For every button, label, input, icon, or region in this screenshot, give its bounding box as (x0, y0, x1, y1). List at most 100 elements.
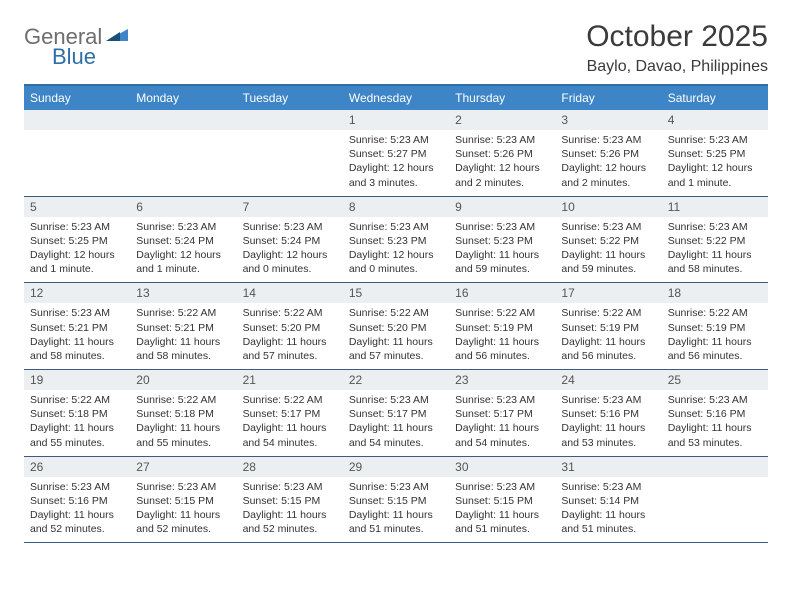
day-body: Sunrise: 5:23 AMSunset: 5:16 PMDaylight:… (662, 390, 768, 456)
day-number (237, 110, 343, 130)
day-number: 7 (237, 197, 343, 217)
calendar-page: GeneralBlue October 2025 Baylo, Davao, P… (0, 0, 792, 563)
day-7: 7Sunrise: 5:23 AMSunset: 5:24 PMDaylight… (237, 197, 343, 283)
day-2: 2Sunrise: 5:23 AMSunset: 5:26 PMDaylight… (449, 110, 555, 196)
day-body: Sunrise: 5:23 AMSunset: 5:25 PMDaylight:… (24, 217, 130, 283)
day-13: 13Sunrise: 5:22 AMSunset: 5:21 PMDayligh… (130, 283, 236, 369)
day-body (237, 130, 343, 139)
day-11: 11Sunrise: 5:23 AMSunset: 5:22 PMDayligh… (662, 197, 768, 283)
day-number: 19 (24, 370, 130, 390)
day-empty (24, 110, 130, 196)
day-number: 22 (343, 370, 449, 390)
day-number (662, 457, 768, 477)
day-empty (130, 110, 236, 196)
day-4: 4Sunrise: 5:23 AMSunset: 5:25 PMDaylight… (662, 110, 768, 196)
day-number: 24 (555, 370, 661, 390)
day-body (130, 130, 236, 139)
day-number: 8 (343, 197, 449, 217)
day-9: 9Sunrise: 5:23 AMSunset: 5:23 PMDaylight… (449, 197, 555, 283)
day-empty (237, 110, 343, 196)
day-26: 26Sunrise: 5:23 AMSunset: 5:16 PMDayligh… (24, 457, 130, 543)
day-number: 12 (24, 283, 130, 303)
day-19: 19Sunrise: 5:22 AMSunset: 5:18 PMDayligh… (24, 370, 130, 456)
day-number: 2 (449, 110, 555, 130)
day-number: 21 (237, 370, 343, 390)
day-number: 26 (24, 457, 130, 477)
week-row: 1Sunrise: 5:23 AMSunset: 5:27 PMDaylight… (24, 110, 768, 197)
day-body: Sunrise: 5:23 AMSunset: 5:14 PMDaylight:… (555, 477, 661, 543)
logo-text-blue: Blue (52, 44, 96, 69)
day-number: 30 (449, 457, 555, 477)
day-number: 31 (555, 457, 661, 477)
day-15: 15Sunrise: 5:22 AMSunset: 5:20 PMDayligh… (343, 283, 449, 369)
day-28: 28Sunrise: 5:23 AMSunset: 5:15 PMDayligh… (237, 457, 343, 543)
calendar: SundayMondayTuesdayWednesdayThursdayFrid… (24, 84, 768, 543)
day-number: 4 (662, 110, 768, 130)
day-12: 12Sunrise: 5:23 AMSunset: 5:21 PMDayligh… (24, 283, 130, 369)
day-27: 27Sunrise: 5:23 AMSunset: 5:15 PMDayligh… (130, 457, 236, 543)
day-number: 1 (343, 110, 449, 130)
day-body: Sunrise: 5:23 AMSunset: 5:24 PMDaylight:… (237, 217, 343, 283)
day-number: 5 (24, 197, 130, 217)
day-body: Sunrise: 5:22 AMSunset: 5:19 PMDaylight:… (449, 303, 555, 369)
logo-mark-icon (104, 27, 130, 48)
weekday-sunday: Sunday (24, 86, 130, 110)
month-title: October 2025 (586, 20, 768, 54)
day-body: Sunrise: 5:23 AMSunset: 5:17 PMDaylight:… (343, 390, 449, 456)
day-number: 16 (449, 283, 555, 303)
day-body: Sunrise: 5:22 AMSunset: 5:19 PMDaylight:… (555, 303, 661, 369)
day-number: 3 (555, 110, 661, 130)
weekday-thursday: Thursday (449, 86, 555, 110)
day-body: Sunrise: 5:22 AMSunset: 5:18 PMDaylight:… (130, 390, 236, 456)
day-3: 3Sunrise: 5:23 AMSunset: 5:26 PMDaylight… (555, 110, 661, 196)
weeks-container: 1Sunrise: 5:23 AMSunset: 5:27 PMDaylight… (24, 110, 768, 543)
day-17: 17Sunrise: 5:22 AMSunset: 5:19 PMDayligh… (555, 283, 661, 369)
weekday-row: SundayMondayTuesdayWednesdayThursdayFrid… (24, 86, 768, 110)
weekday-friday: Friday (555, 86, 661, 110)
day-number: 23 (449, 370, 555, 390)
day-25: 25Sunrise: 5:23 AMSunset: 5:16 PMDayligh… (662, 370, 768, 456)
weekday-tuesday: Tuesday (237, 86, 343, 110)
day-body: Sunrise: 5:22 AMSunset: 5:17 PMDaylight:… (237, 390, 343, 456)
day-body: Sunrise: 5:23 AMSunset: 5:23 PMDaylight:… (449, 217, 555, 283)
day-empty (662, 457, 768, 543)
day-number: 27 (130, 457, 236, 477)
day-body: Sunrise: 5:22 AMSunset: 5:21 PMDaylight:… (130, 303, 236, 369)
location: Baylo, Davao, Philippines (586, 58, 768, 76)
day-body: Sunrise: 5:23 AMSunset: 5:21 PMDaylight:… (24, 303, 130, 369)
day-22: 22Sunrise: 5:23 AMSunset: 5:17 PMDayligh… (343, 370, 449, 456)
day-body: Sunrise: 5:22 AMSunset: 5:19 PMDaylight:… (662, 303, 768, 369)
day-number: 28 (237, 457, 343, 477)
day-number: 14 (237, 283, 343, 303)
day-number: 13 (130, 283, 236, 303)
day-number: 10 (555, 197, 661, 217)
title-block: October 2025 Baylo, Davao, Philippines (586, 20, 768, 76)
day-body (662, 477, 768, 486)
week-row: 26Sunrise: 5:23 AMSunset: 5:16 PMDayligh… (24, 457, 768, 544)
day-14: 14Sunrise: 5:22 AMSunset: 5:20 PMDayligh… (237, 283, 343, 369)
day-number: 20 (130, 370, 236, 390)
day-24: 24Sunrise: 5:23 AMSunset: 5:16 PMDayligh… (555, 370, 661, 456)
day-body: Sunrise: 5:23 AMSunset: 5:22 PMDaylight:… (555, 217, 661, 283)
day-18: 18Sunrise: 5:22 AMSunset: 5:19 PMDayligh… (662, 283, 768, 369)
day-number: 11 (662, 197, 768, 217)
day-body: Sunrise: 5:23 AMSunset: 5:16 PMDaylight:… (555, 390, 661, 456)
day-number: 17 (555, 283, 661, 303)
day-31: 31Sunrise: 5:23 AMSunset: 5:14 PMDayligh… (555, 457, 661, 543)
weekday-monday: Monday (130, 86, 236, 110)
day-29: 29Sunrise: 5:23 AMSunset: 5:15 PMDayligh… (343, 457, 449, 543)
day-body: Sunrise: 5:23 AMSunset: 5:15 PMDaylight:… (343, 477, 449, 543)
logo: GeneralBlue (24, 20, 130, 70)
header: GeneralBlue October 2025 Baylo, Davao, P… (24, 20, 768, 76)
day-body: Sunrise: 5:23 AMSunset: 5:25 PMDaylight:… (662, 130, 768, 196)
day-number: 9 (449, 197, 555, 217)
day-number: 6 (130, 197, 236, 217)
day-23: 23Sunrise: 5:23 AMSunset: 5:17 PMDayligh… (449, 370, 555, 456)
day-1: 1Sunrise: 5:23 AMSunset: 5:27 PMDaylight… (343, 110, 449, 196)
day-20: 20Sunrise: 5:22 AMSunset: 5:18 PMDayligh… (130, 370, 236, 456)
day-body: Sunrise: 5:23 AMSunset: 5:26 PMDaylight:… (449, 130, 555, 196)
day-number: 15 (343, 283, 449, 303)
day-body (24, 130, 130, 139)
day-body: Sunrise: 5:23 AMSunset: 5:16 PMDaylight:… (24, 477, 130, 543)
week-row: 5Sunrise: 5:23 AMSunset: 5:25 PMDaylight… (24, 197, 768, 284)
